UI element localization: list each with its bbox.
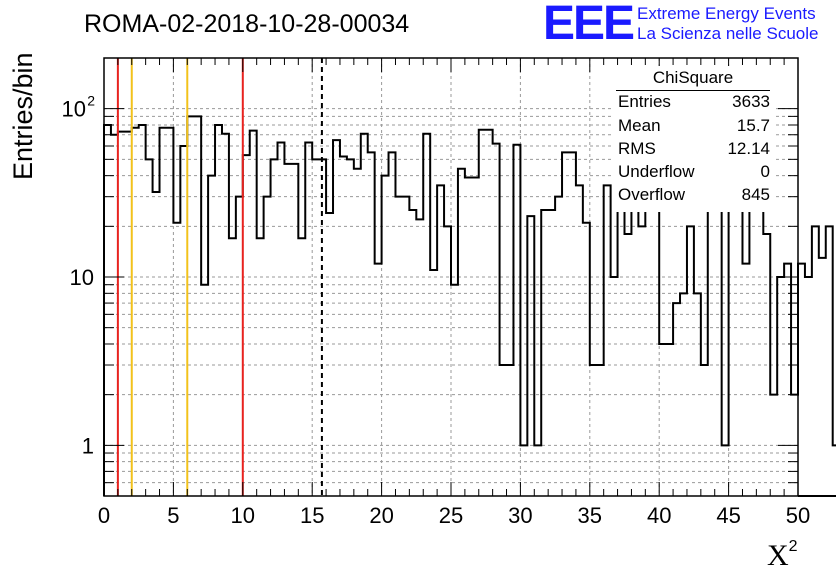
x-tick-label: 50 bbox=[786, 503, 810, 528]
x-axis-label: X2 bbox=[767, 538, 798, 573]
stats-row-rms: RMS 12.14 bbox=[618, 139, 770, 161]
stats-value: 3633 bbox=[732, 92, 770, 111]
x-tick-label: 20 bbox=[369, 503, 393, 528]
y-tick-label: 10 bbox=[62, 97, 86, 122]
eee-logo-line2: La Scienza nelle Scuole bbox=[637, 24, 819, 43]
stats-label: Overflow bbox=[618, 185, 686, 204]
stats-title: ChiSquare bbox=[652, 68, 734, 87]
chart-title: ROMA-02-2018-10-28-00034 bbox=[84, 10, 410, 38]
stats-label: Underflow bbox=[618, 162, 695, 181]
reference-lines bbox=[116, 58, 323, 496]
stats-row-underflow: Underflow 0 bbox=[618, 162, 770, 184]
stats-label: Entries bbox=[618, 92, 671, 111]
histogram-series bbox=[103, 115, 836, 497]
stats-divider bbox=[616, 90, 770, 91]
x-axis-label-superscript: 2 bbox=[788, 538, 798, 555]
stats-value: 0 bbox=[760, 162, 770, 181]
histogram-outline bbox=[103, 115, 836, 497]
stats-value: 12.14 bbox=[727, 139, 770, 158]
x-tick-label: 40 bbox=[647, 503, 671, 528]
x-tick-label: 45 bbox=[716, 503, 740, 528]
x-tick-label: 25 bbox=[439, 503, 463, 528]
y-tick-label: 10 bbox=[70, 265, 94, 290]
x-tick-label: 15 bbox=[300, 503, 324, 528]
x-tick-label: 5 bbox=[167, 503, 179, 528]
stats-row-overflow: Overflow 845 bbox=[618, 185, 770, 207]
x-tick-label: 35 bbox=[578, 503, 602, 528]
x-axis-label-text: X bbox=[767, 539, 789, 572]
y-tick-label: 1 bbox=[82, 433, 94, 458]
y-tick-label-exponent: 2 bbox=[87, 93, 95, 109]
stats-row-entries: Entries 3633 bbox=[618, 92, 770, 114]
y-axis-label-wrap: Entries/bin bbox=[8, 52, 38, 180]
stats-label: Mean bbox=[618, 116, 661, 135]
eee-logo: EEE Extreme Energy Events La Scienza nel… bbox=[543, 0, 833, 50]
stats-value: 845 bbox=[741, 185, 770, 204]
stats-row-mean: Mean 15.7 bbox=[618, 116, 770, 138]
eee-logo-mark: EEE bbox=[543, 0, 635, 50]
x-tick-label: 0 bbox=[98, 503, 110, 528]
stats-box: ChiSquare Entries 3633 Mean 15.7 RMS 12.… bbox=[612, 66, 774, 212]
stats-label: RMS bbox=[618, 139, 656, 158]
x-tick-label: 10 bbox=[231, 503, 255, 528]
eee-logo-line1: Extreme Energy Events bbox=[637, 4, 816, 23]
x-tick-label: 30 bbox=[508, 503, 532, 528]
y-axis-label: Entries/bin bbox=[8, 52, 38, 180]
stats-value: 15.7 bbox=[736, 116, 770, 135]
